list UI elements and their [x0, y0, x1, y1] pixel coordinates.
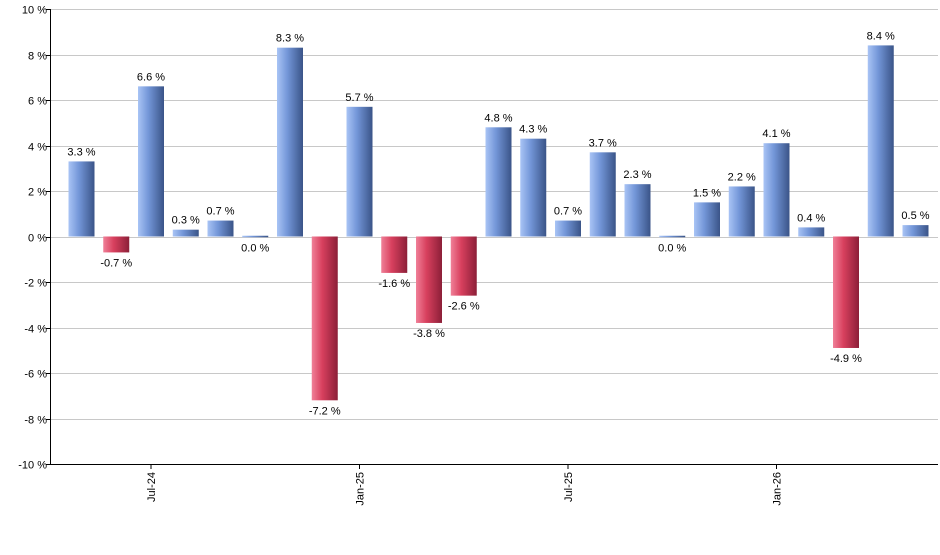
y-tick-label: 8 %	[28, 51, 47, 63]
bar	[728, 186, 755, 237]
data-label: 3.3 %	[67, 146, 95, 158]
data-label: 6.6 %	[137, 71, 165, 83]
data-label: 0.5 %	[901, 210, 929, 222]
data-label: 0.0 %	[241, 243, 269, 255]
data-label: -3.8 %	[413, 328, 445, 340]
data-label: 8.3 %	[276, 33, 304, 45]
bar	[311, 236, 338, 401]
bar	[416, 236, 442, 323]
data-label: 0.7 %	[206, 206, 234, 218]
bar	[207, 220, 234, 237]
data-labels: 3.3 % -0.7 % 6.6 % 0.3 % 0.7 % 0.0 % 8.3 % -7.2…	[67, 30, 929, 417]
bar	[694, 202, 720, 237]
data-label: 5.7 %	[345, 92, 373, 104]
y-tick-label: 10 %	[22, 5, 47, 17]
data-label: -0.7 %	[100, 257, 132, 269]
data-label: 1.5 %	[693, 187, 721, 199]
bar	[346, 106, 373, 237]
data-label: 8.4 %	[867, 30, 895, 42]
y-tick-label: -4 %	[24, 324, 47, 336]
data-label: -2.6 %	[448, 301, 480, 313]
bar	[381, 236, 408, 273]
y-tick-label: -10 %	[18, 460, 47, 472]
bar	[277, 47, 303, 237]
bar	[485, 127, 512, 237]
data-label: 4.1 %	[762, 128, 790, 140]
bar	[833, 236, 859, 348]
x-tick-label: Jul-24	[146, 472, 158, 502]
bar	[867, 45, 894, 237]
data-label: -1.6 %	[378, 278, 410, 290]
bar	[103, 236, 130, 253]
x-tick-label: Jan-25	[355, 472, 367, 506]
grid-lines	[50, 9, 938, 465]
data-label: 0.0 %	[658, 243, 686, 255]
bar	[589, 152, 616, 237]
bar	[138, 86, 164, 237]
x-tick-label: Jan-26	[772, 472, 784, 506]
bar	[242, 235, 269, 238]
y-tick-label: 6 %	[28, 96, 47, 108]
data-label: 4.8 %	[484, 112, 512, 124]
data-label: -7.2 %	[309, 405, 341, 417]
y-tick-label: -6 %	[24, 369, 47, 381]
bar	[624, 184, 651, 237]
bar	[555, 220, 581, 237]
data-label: 0.3 %	[172, 215, 200, 227]
bar	[520, 138, 547, 237]
y-tick-label: 0 %	[28, 233, 47, 245]
data-label: -4.9 %	[830, 353, 862, 365]
bar	[659, 235, 686, 238]
x-tick-label: Jul-25	[563, 472, 575, 502]
data-label: 2.2 %	[728, 171, 756, 183]
y-tick-label: -8 %	[24, 415, 47, 427]
data-label: 4.3 %	[519, 124, 547, 136]
axes: 10 % 8 % 6 % 4 % 2 % 0 % -2 % -4 % -6 % -8 % -10 %…	[18, 5, 938, 506]
bar	[450, 236, 477, 296]
bar	[902, 225, 929, 237]
y-tick-label: 2 %	[28, 187, 47, 199]
y-tick-label: -2 %	[24, 278, 47, 290]
y-tick-label: 4 %	[28, 142, 47, 154]
data-label: 2.3 %	[623, 169, 651, 181]
bar	[172, 229, 199, 237]
bar	[763, 143, 790, 237]
bars	[68, 45, 929, 401]
data-label: 0.4 %	[797, 212, 825, 224]
bar	[68, 161, 95, 237]
data-label: 0.7 %	[554, 206, 582, 218]
data-label: 3.7 %	[589, 137, 617, 149]
bar	[798, 227, 825, 237]
